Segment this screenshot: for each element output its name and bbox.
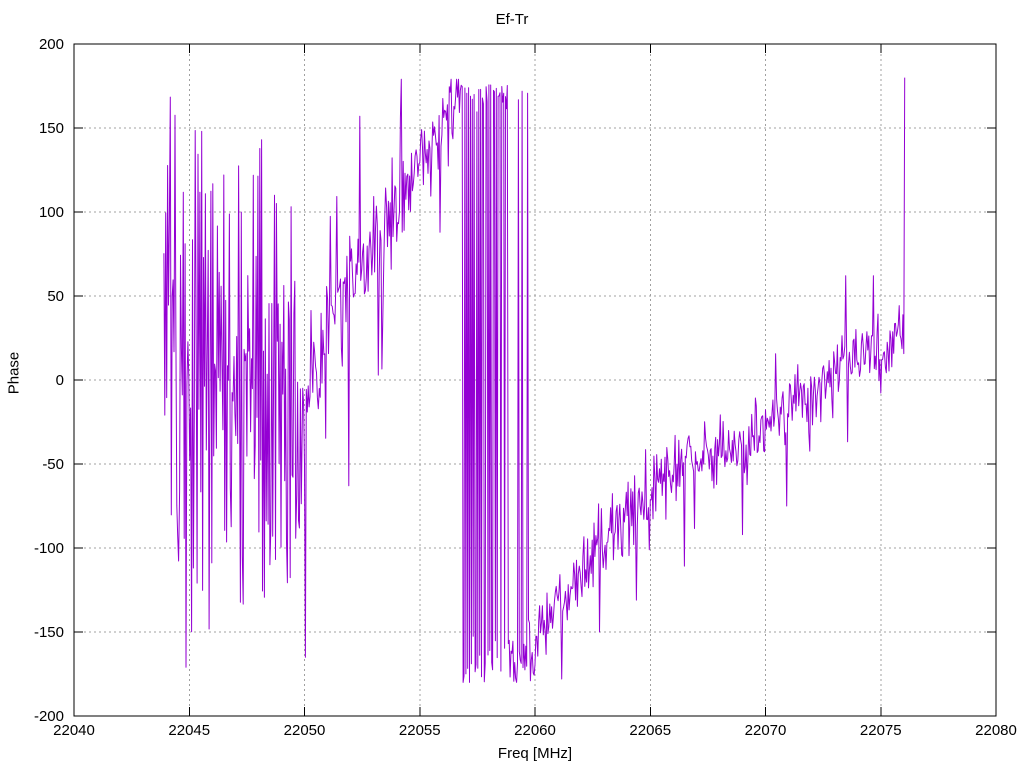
y-tick-label: 100 [38,204,64,221]
y-tick-label: -100 [33,540,64,557]
y-tick-label: 0 [55,372,64,389]
y-tick-label: -200 [33,708,64,725]
y-tick-label: 150 [38,120,64,137]
y-tick-label: 200 [38,36,64,53]
x-tick-label: 22065 [629,722,672,739]
phase-trace [163,77,906,683]
chart-title: Ef-Tr [495,11,529,28]
x-tick-label: 22050 [283,722,326,739]
x-tick-label: 22040 [53,722,95,739]
plot-border [73,43,997,717]
x-tick-label: 22075 [859,722,902,739]
x-tick-label: 22070 [744,722,787,739]
x-tick-label: 22055 [398,722,441,739]
y-tick-label: -50 [42,456,64,473]
x-axis-label: Freq [MHz] [497,745,573,762]
x-tick-label: 22080 [975,722,1017,739]
x-tick-label: 22045 [168,722,211,739]
y-tick-label: 50 [47,288,64,305]
y-tick-label: -150 [33,624,64,641]
x-tick-label: 22060 [514,722,556,739]
